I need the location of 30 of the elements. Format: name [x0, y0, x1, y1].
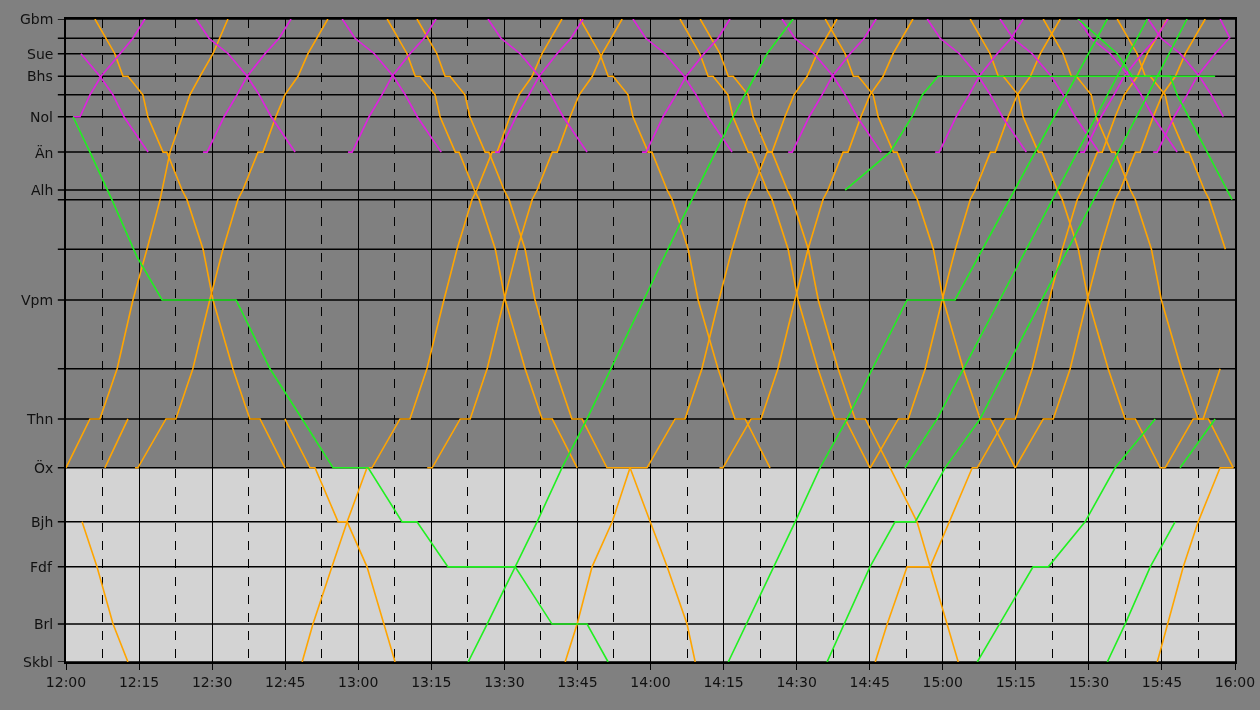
x-tick-label: 13:30: [484, 673, 525, 690]
x-tick-label: 14:15: [703, 673, 744, 690]
x-tick-label: 15:15: [995, 673, 1036, 690]
ref-line-label: Skbl: [23, 654, 53, 670]
ref-line-label: Alh: [31, 182, 54, 198]
ref-line-label: Bjh: [31, 514, 54, 530]
x-tick-label: 15:45: [1141, 673, 1183, 690]
x-tick-label: 15:30: [1068, 673, 1110, 690]
ref-line-label: Bhs: [27, 68, 53, 84]
ref-line-label: Thn: [26, 411, 54, 427]
ref-line-label: Sue: [27, 46, 54, 62]
x-tick-label: 15:00: [922, 673, 963, 690]
x-tick-label: 12:30: [191, 673, 233, 690]
x-tick-label: 14:00: [630, 673, 671, 690]
x-tick-label: 14:30: [776, 673, 817, 690]
x-tick-label: 12:45: [265, 673, 306, 690]
ref-line-label: Fdf: [30, 559, 53, 575]
x-tick-label: 13:15: [411, 673, 452, 690]
x-tick-label: 12:15: [118, 673, 160, 690]
ref-line-label: Vpm: [21, 292, 54, 308]
x-tick-label: 13:00: [338, 673, 379, 690]
x-tick-label: 14:45: [849, 673, 890, 690]
ref-line-label: Öx: [34, 459, 54, 476]
x-tick-label: 13:45: [557, 673, 598, 690]
x-tick-label: 16:00: [1214, 673, 1256, 690]
ref-line-label: Än: [35, 144, 54, 161]
ref-line-label: Nol: [30, 109, 53, 125]
x-tick-label: 12:00: [45, 673, 87, 690]
ref-line-label: Brl: [34, 616, 54, 632]
ref-line-label: Gbm: [20, 11, 54, 27]
